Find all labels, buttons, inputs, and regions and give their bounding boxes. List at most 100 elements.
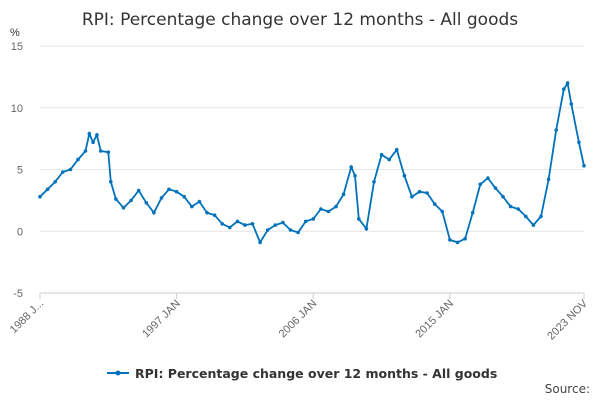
data-point[interactable] [159, 196, 164, 200]
data-point[interactable] [349, 165, 354, 169]
y-tick-label: -5 [13, 288, 23, 300]
data-point[interactable] [463, 236, 467, 241]
x-tick-label: 1997 JAN [140, 298, 183, 341]
data-point[interactable] [554, 128, 558, 132]
data-point[interactable] [288, 228, 293, 232]
data-point[interactable] [243, 223, 247, 227]
gridlines [40, 45, 584, 232]
y-tick-label: 10 [11, 103, 23, 115]
legend-label: RPI: Percentage change over 12 months - … [135, 366, 497, 381]
data-point[interactable] [524, 214, 528, 219]
data-point[interactable] [265, 228, 270, 232]
data-point[interactable] [531, 223, 536, 227]
data-point[interactable] [182, 194, 186, 199]
x-axis-ticks: 1988 J... 1997 JAN 2006 JAN 2015 JAN 2023 NO… [8, 293, 591, 342]
data-point[interactable] [303, 219, 308, 224]
data-point[interactable] [83, 149, 88, 153]
data-point[interactable] [281, 220, 285, 225]
x-tick-label: 2006 JAN [277, 298, 320, 341]
data-point[interactable] [470, 210, 475, 215]
data-point[interactable] [220, 222, 224, 226]
data-point[interactable] [61, 170, 65, 174]
data-point[interactable] [448, 238, 452, 242]
data-point[interactable] [190, 204, 194, 209]
y-tick-label: 15 [11, 41, 23, 53]
data-point[interactable] [417, 189, 422, 194]
data-point[interactable] [129, 198, 133, 203]
data-point[interactable] [402, 173, 407, 178]
x-tick-label: 2015 JAN [413, 298, 456, 341]
data-point[interactable] [577, 140, 581, 145]
data-point[interactable] [235, 219, 240, 224]
data-point[interactable] [493, 186, 498, 190]
data-point[interactable] [425, 191, 429, 195]
data-point[interactable] [114, 197, 118, 201]
data-point[interactable] [250, 222, 255, 226]
data-point[interactable] [109, 180, 113, 184]
data-point[interactable] [228, 225, 232, 230]
data-point[interactable] [91, 140, 95, 145]
source-label: Source: [545, 382, 590, 396]
data-point[interactable] [546, 177, 551, 182]
data-point[interactable] [258, 240, 262, 245]
data-point[interactable] [53, 180, 57, 184]
data-point[interactable] [565, 81, 570, 85]
data-point[interactable] [432, 202, 437, 206]
data-point[interactable] [95, 133, 99, 137]
data-point[interactable] [539, 214, 543, 219]
y-tick-label: 5 [17, 165, 23, 177]
data-point[interactable] [167, 187, 171, 192]
data-point[interactable] [136, 188, 141, 193]
data-point[interactable] [341, 192, 346, 196]
data-point[interactable] [379, 152, 384, 157]
data-point[interactable] [273, 223, 278, 227]
data-point[interactable] [144, 201, 149, 205]
data-point[interactable] [87, 131, 92, 136]
data-point[interactable] [45, 187, 50, 192]
legend[interactable]: RPI: Percentage change over 12 months - … [107, 366, 497, 381]
chart-title: RPI: Percentage change over 12 months - … [82, 10, 518, 30]
data-point[interactable] [387, 157, 392, 162]
data-point[interactable] [364, 227, 369, 231]
data-point[interactable] [582, 164, 586, 168]
x-tick-label: 1988 J... [8, 298, 46, 336]
data-point[interactable] [174, 189, 179, 194]
data-point[interactable] [311, 217, 316, 221]
data-point[interactable] [98, 149, 103, 153]
y-axis-unit: % [10, 27, 20, 39]
data-point[interactable] [562, 87, 566, 91]
data-point[interactable] [501, 194, 505, 199]
data-point[interactable] [508, 204, 513, 209]
series-markers [38, 81, 586, 245]
series-line [39, 80, 585, 245]
data-point[interactable] [76, 157, 80, 162]
data-point[interactable] [478, 182, 483, 187]
data-point[interactable] [121, 206, 126, 210]
data-point[interactable] [296, 230, 300, 235]
y-tick-label: 0 [17, 226, 23, 238]
data-point[interactable] [372, 180, 376, 184]
data-point[interactable] [395, 147, 399, 152]
data-point[interactable] [334, 204, 338, 209]
data-point[interactable] [357, 217, 361, 221]
y-axis-ticks: 15 10 5 0 -5 [11, 41, 23, 300]
data-point[interactable] [455, 240, 460, 245]
data-point[interactable] [106, 150, 111, 154]
data-point[interactable] [410, 194, 414, 199]
data-point[interactable] [68, 167, 73, 172]
data-point[interactable] [205, 210, 209, 215]
data-point[interactable] [516, 207, 520, 211]
data-point[interactable] [38, 194, 42, 199]
data-point[interactable] [353, 173, 357, 178]
data-point[interactable] [152, 210, 156, 215]
data-point[interactable] [212, 213, 217, 217]
x-tick-label: 2023 NOV [545, 297, 590, 342]
data-point[interactable] [326, 209, 331, 214]
data-point[interactable] [319, 207, 323, 211]
data-point[interactable] [569, 102, 574, 106]
data-point[interactable] [197, 199, 202, 204]
data-point[interactable] [440, 209, 445, 214]
data-point[interactable] [486, 176, 490, 180]
legend-marker-icon [115, 370, 121, 376]
